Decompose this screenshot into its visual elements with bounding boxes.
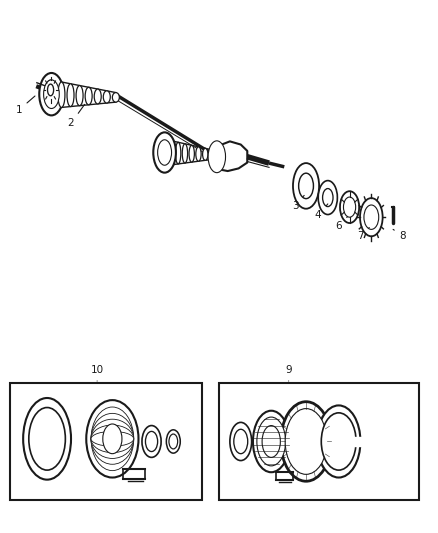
Ellipse shape xyxy=(234,429,248,454)
Ellipse shape xyxy=(94,89,101,104)
Ellipse shape xyxy=(318,181,337,215)
Ellipse shape xyxy=(364,205,379,229)
Ellipse shape xyxy=(145,431,158,451)
Ellipse shape xyxy=(91,414,134,464)
Ellipse shape xyxy=(322,189,333,207)
Bar xyxy=(10,383,201,500)
Ellipse shape xyxy=(230,422,252,461)
Ellipse shape xyxy=(47,84,53,96)
Ellipse shape xyxy=(285,409,327,474)
Ellipse shape xyxy=(208,141,226,173)
Ellipse shape xyxy=(162,139,167,166)
Ellipse shape xyxy=(189,146,194,162)
Ellipse shape xyxy=(23,398,71,480)
Ellipse shape xyxy=(29,408,65,470)
Ellipse shape xyxy=(203,148,208,160)
Ellipse shape xyxy=(253,411,290,472)
Ellipse shape xyxy=(46,80,56,100)
Ellipse shape xyxy=(176,142,181,164)
Ellipse shape xyxy=(340,191,359,223)
Ellipse shape xyxy=(169,141,174,165)
Text: 7: 7 xyxy=(357,228,369,241)
Bar xyxy=(219,383,419,500)
Ellipse shape xyxy=(257,417,286,466)
Ellipse shape xyxy=(169,434,178,449)
Ellipse shape xyxy=(76,85,83,106)
Ellipse shape xyxy=(343,197,356,217)
Ellipse shape xyxy=(299,173,314,199)
Text: 6: 6 xyxy=(336,216,348,231)
Ellipse shape xyxy=(196,147,201,161)
Text: 4: 4 xyxy=(315,204,328,220)
Ellipse shape xyxy=(321,413,356,470)
Ellipse shape xyxy=(142,425,161,457)
Ellipse shape xyxy=(158,140,172,165)
Ellipse shape xyxy=(182,144,187,163)
Ellipse shape xyxy=(209,150,215,159)
Ellipse shape xyxy=(103,91,110,103)
Ellipse shape xyxy=(317,406,360,478)
Ellipse shape xyxy=(103,424,122,454)
Ellipse shape xyxy=(281,402,331,481)
Text: 8: 8 xyxy=(393,229,406,241)
Ellipse shape xyxy=(293,163,319,209)
Ellipse shape xyxy=(58,82,65,108)
Ellipse shape xyxy=(91,425,134,453)
Ellipse shape xyxy=(91,419,134,458)
Ellipse shape xyxy=(262,425,280,457)
Ellipse shape xyxy=(91,407,134,471)
Ellipse shape xyxy=(113,93,119,102)
Ellipse shape xyxy=(91,431,134,446)
Ellipse shape xyxy=(67,84,74,107)
Ellipse shape xyxy=(153,132,176,173)
Text: 9: 9 xyxy=(285,366,292,381)
Ellipse shape xyxy=(39,73,64,115)
Ellipse shape xyxy=(86,400,138,478)
Text: 10: 10 xyxy=(91,366,104,381)
Text: 3: 3 xyxy=(292,196,304,211)
Text: 2: 2 xyxy=(68,104,85,128)
Ellipse shape xyxy=(360,198,383,236)
Polygon shape xyxy=(212,141,247,171)
Ellipse shape xyxy=(44,80,59,109)
Text: 1: 1 xyxy=(15,96,35,115)
Ellipse shape xyxy=(166,430,180,453)
Polygon shape xyxy=(354,437,364,446)
Ellipse shape xyxy=(85,87,92,105)
